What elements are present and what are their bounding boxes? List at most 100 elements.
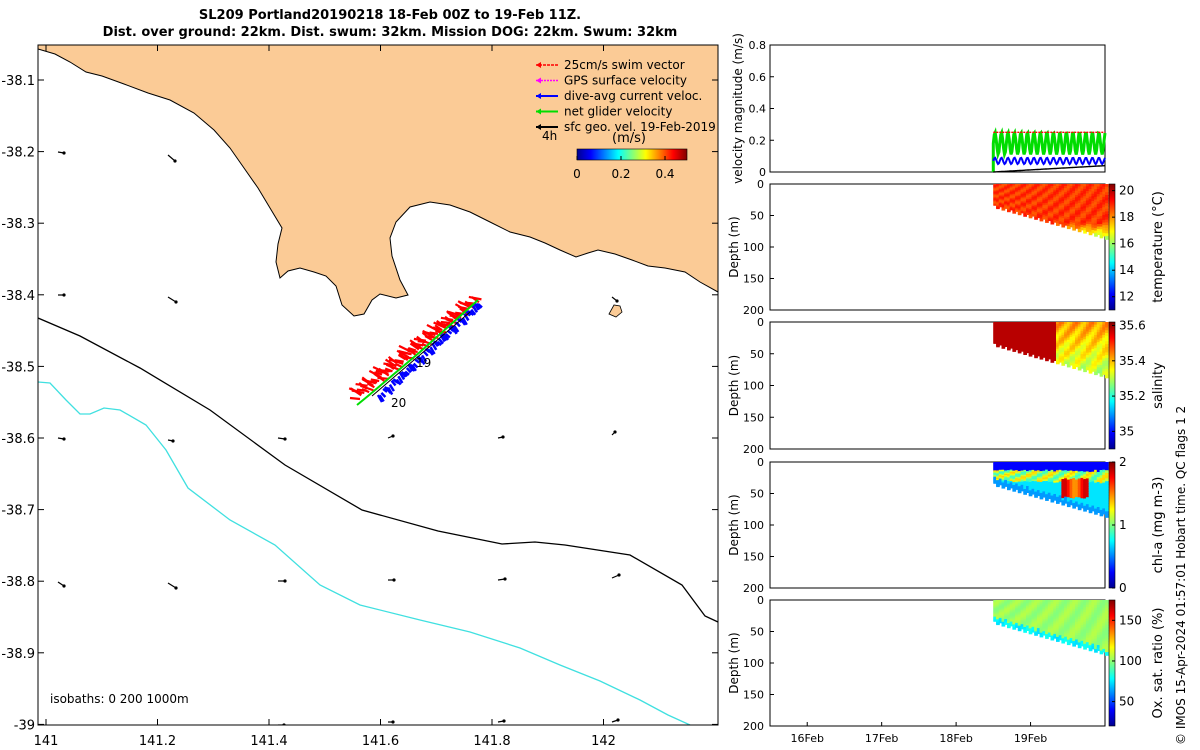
temperature-cell — [1061, 184, 1066, 188]
salinity-cell — [1077, 331, 1082, 335]
temperature-cell — [1094, 204, 1098, 209]
salinity-cell — [1045, 329, 1049, 333]
salinity-cell — [1094, 358, 1098, 363]
chla-cell — [1009, 464, 1014, 467]
temperature-cell — [1047, 185, 1052, 189]
chla-cell — [1099, 475, 1104, 479]
salinity-cell — [1020, 336, 1025, 339]
temperature-cell — [1094, 225, 1098, 229]
oxygen-cell — [993, 601, 997, 603]
temperature-cell — [993, 195, 997, 198]
chla-cell — [1015, 467, 1019, 470]
oxygen-cell — [1007, 606, 1011, 610]
chla-cell — [1004, 481, 1008, 484]
oxygen-cell — [1066, 608, 1071, 612]
legend-label: GPS surface velocity — [564, 74, 687, 88]
chla-cell — [1042, 481, 1047, 484]
oxygen-cell — [1105, 602, 1109, 607]
oxygen-cell — [993, 603, 997, 606]
oxygen-cell — [1094, 615, 1098, 620]
salinity-cell — [1036, 353, 1041, 357]
salinity-cell — [1069, 341, 1074, 345]
chla-cell — [1028, 473, 1033, 477]
chla-cell — [1012, 463, 1017, 466]
map-y-tick-label: -38.3 — [1, 217, 35, 232]
map-y-tick-label: -38.8 — [1, 575, 35, 590]
oxygen-cell — [1007, 601, 1011, 604]
salinity-cell — [1020, 333, 1025, 336]
salinity-cell — [1075, 364, 1079, 368]
chla-cell — [1050, 493, 1055, 497]
temperature-cell — [1080, 224, 1085, 229]
temperature-cell — [1039, 204, 1044, 207]
chla-cell — [1058, 495, 1063, 499]
salinity-cell — [1028, 342, 1033, 345]
chla-cell — [1058, 491, 1063, 495]
salinity-cell — [1012, 339, 1017, 342]
oxygen-cell — [1039, 609, 1044, 612]
salinity-colorbar-tick-label: 35 — [1119, 424, 1134, 438]
salinity-cell — [1034, 337, 1038, 341]
salinity-cell — [996, 342, 1000, 345]
temperature-cell — [1042, 210, 1047, 213]
temperature-cell — [1069, 207, 1074, 211]
chla-cell — [1102, 462, 1106, 466]
temperature-cell — [1031, 188, 1036, 192]
temperature-cell — [1039, 200, 1044, 204]
temperature-cell — [1072, 211, 1076, 215]
chla-cell — [1077, 476, 1082, 480]
oxygen-cell — [1039, 618, 1044, 621]
oxygen-cell — [1099, 605, 1104, 609]
salinity-cell — [1072, 363, 1076, 367]
salinity-cell — [1105, 333, 1109, 337]
temperature-cell — [1042, 203, 1047, 206]
salinity-cell — [1036, 342, 1041, 345]
chla-cell — [1072, 487, 1076, 491]
salinity-cell — [1009, 346, 1014, 349]
oxygen-cell — [1026, 613, 1030, 616]
oxygen-cell — [1091, 631, 1096, 635]
oxygen-cell — [1069, 625, 1074, 629]
temperature-cell — [1085, 226, 1090, 230]
chla-cell — [1091, 508, 1096, 512]
temperature-cell — [1004, 195, 1008, 199]
chla-cell — [1099, 464, 1104, 469]
oxygen-cell — [1066, 637, 1071, 641]
salinity-cell — [1083, 339, 1087, 343]
salinity-cell — [1023, 322, 1027, 325]
oxygen-cell — [998, 620, 1003, 623]
chla-cell — [1031, 490, 1036, 493]
salinity-cell — [1091, 351, 1096, 355]
chla-cell — [1007, 471, 1011, 474]
salinity-cell — [998, 334, 1003, 337]
chla-cell — [1069, 495, 1074, 499]
temperature-cell — [1083, 203, 1087, 207]
chla-cell — [1064, 466, 1068, 470]
temperature-cell — [1023, 195, 1027, 198]
oxygen-cell — [1012, 605, 1017, 609]
temperature-cell — [1023, 203, 1027, 206]
salinity-cell — [1099, 322, 1104, 326]
oxygen-cell — [1072, 620, 1076, 624]
temperature-cell — [996, 204, 1000, 207]
oxygen-cell — [1066, 633, 1071, 637]
salinity-cell — [1020, 334, 1025, 338]
temperature-cell — [1077, 209, 1082, 214]
oxygen-cell — [1017, 622, 1022, 626]
chla-cell — [996, 474, 1000, 477]
temperature-cell — [1061, 222, 1066, 226]
chla-cell — [996, 478, 1000, 482]
chla-cell — [1012, 470, 1017, 473]
chla-cell — [1026, 481, 1030, 484]
salinity-cell — [1083, 368, 1087, 373]
temperature-cell — [1047, 198, 1052, 202]
salinity-cell — [1031, 342, 1036, 346]
salinity-cell — [1045, 333, 1049, 337]
salinity-cell — [1007, 341, 1011, 344]
chla-cell — [1099, 480, 1104, 485]
chla-cell — [1023, 471, 1027, 475]
oxygen-cell — [1028, 625, 1033, 628]
temperature-cell — [1056, 200, 1060, 204]
salinity-cell — [1004, 322, 1008, 325]
oxygen-cell — [1099, 650, 1104, 655]
